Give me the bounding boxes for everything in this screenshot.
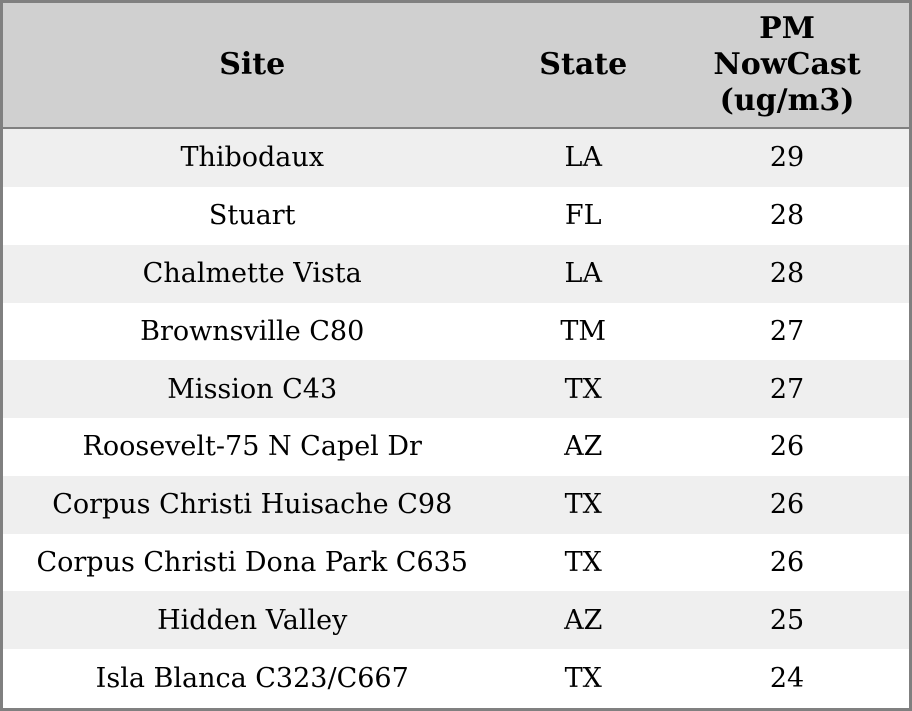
state-cell: TM bbox=[560, 315, 607, 347]
table-body: Thibodaux LA 29 Stuart FL 28 Chalmette Vista LA… bbox=[1, 127, 911, 710]
header-row: Site State PM NowCast (ug/m3) bbox=[1, 1, 911, 129]
pm-nowcast-cell: 28 bbox=[769, 258, 805, 290]
state-cell: TX bbox=[564, 489, 602, 521]
table-row: Stuart FL 28 bbox=[1, 187, 911, 245]
site-cell: Stuart bbox=[208, 200, 296, 232]
column-header-state: State bbox=[501, 1, 666, 129]
pm-nowcast-cell: 28 bbox=[769, 200, 805, 232]
site-cell: Roosevelt-75 N Capel Dr bbox=[82, 431, 422, 463]
state-cell: TX bbox=[564, 373, 602, 405]
state-cell: LA bbox=[564, 142, 602, 174]
state-cell: TX bbox=[564, 546, 602, 578]
pm-nowcast-cell: 25 bbox=[769, 604, 805, 636]
table-header: Site State PM NowCast (ug/m3) bbox=[1, 1, 911, 129]
pm-nowcast-cell: 27 bbox=[769, 373, 805, 405]
pm-nowcast-cell: 24 bbox=[769, 662, 805, 694]
table-row: Chalmette Vista LA 28 bbox=[1, 244, 911, 303]
table-row: Mission C43 TX 27 bbox=[1, 360, 911, 419]
table-row: Roosevelt-75 N Capel Dr AZ 26 bbox=[1, 418, 911, 476]
site-cell: Corpus Christi Dona Park C635 bbox=[36, 546, 468, 578]
table-row: Corpus Christi Dona Park C635 TX 26 bbox=[1, 533, 911, 592]
pm-nowcast-cell: 26 bbox=[769, 546, 805, 578]
state-cell: AZ bbox=[564, 604, 603, 636]
pm-nowcast-cell: 26 bbox=[769, 431, 805, 463]
pm-nowcast-header-label: PM NowCast (ug/m3) bbox=[713, 10, 861, 118]
table-row: Brownsville C80 TM 27 bbox=[1, 302, 911, 361]
table-row: Hidden Valley AZ 25 bbox=[1, 591, 911, 649]
site-cell: Mission C43 bbox=[167, 373, 338, 405]
site-cell: Thibodaux bbox=[180, 142, 325, 174]
table-row: Thibodaux LA 29 bbox=[1, 127, 911, 188]
site-cell: Corpus Christi Huisache C98 bbox=[52, 489, 453, 521]
pm-nowcast-cell: 27 bbox=[769, 315, 805, 347]
state-cell: AZ bbox=[564, 431, 603, 463]
site-cell: Chalmette Vista bbox=[142, 258, 362, 290]
table-row: Corpus Christi Huisache C98 TX 26 bbox=[1, 475, 911, 534]
site-cell: Brownsville C80 bbox=[140, 315, 365, 347]
site-cell: Isla Blanca C323/C667 bbox=[95, 662, 409, 694]
column-header-pm-nowcast: PM NowCast (ug/m3) bbox=[665, 1, 911, 129]
site-cell: Hidden Valley bbox=[157, 604, 348, 636]
pm-nowcast-cell: 26 bbox=[769, 489, 805, 521]
pm-nowcast-cell: 29 bbox=[769, 142, 805, 174]
state-cell: FL bbox=[564, 200, 602, 232]
state-cell: LA bbox=[564, 258, 602, 290]
column-header-site: Site bbox=[1, 1, 502, 129]
state-cell: TX bbox=[564, 662, 602, 694]
table-row: Isla Blanca C323/C667 TX 24 bbox=[1, 648, 911, 710]
